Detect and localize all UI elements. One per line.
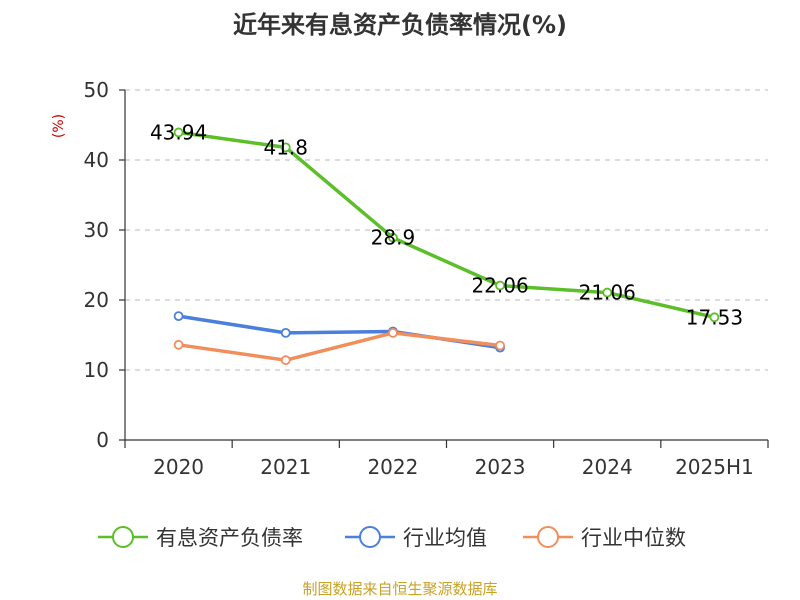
legend-item: 行业中位数 bbox=[523, 526, 686, 550]
data-point bbox=[495, 280, 505, 291]
y-axis-unit-label: (%) bbox=[51, 114, 67, 138]
data-label: 28.9 bbox=[371, 226, 416, 250]
data-label: 22.06 bbox=[471, 274, 528, 298]
x-tick-label: 2021 bbox=[260, 455, 311, 479]
x-tick-label: 2020 bbox=[153, 455, 204, 479]
legend: 有息资产负债率 行业均值 行业中位数 bbox=[98, 526, 686, 550]
data-point bbox=[495, 340, 505, 351]
x-tick-label: 2023 bbox=[475, 455, 526, 479]
legend-marker bbox=[537, 526, 559, 548]
legend-item: 有息资产负债率 bbox=[98, 526, 303, 550]
legend-marker bbox=[359, 526, 381, 548]
legend-label: 行业中位数 bbox=[581, 526, 686, 550]
source-note: 制图数据来自恒生聚源数据库 bbox=[302, 580, 497, 598]
data-label: 41.8 bbox=[263, 135, 308, 159]
data-point bbox=[173, 127, 184, 138]
data-labels: 43.94 41.8 28.9 22.06 21.06 17.53 bbox=[150, 120, 743, 329]
chart-title: 近年来有息资产负债率情况(%) bbox=[233, 11, 567, 39]
data-point bbox=[602, 287, 613, 298]
data-label: 21.06 bbox=[579, 281, 636, 305]
x-tick-label: 2024 bbox=[582, 455, 633, 479]
series-lines bbox=[176, 130, 717, 362]
series-line-1 bbox=[176, 314, 502, 350]
data-point bbox=[709, 312, 720, 323]
legend-label: 行业均值 bbox=[403, 526, 487, 550]
data-points bbox=[173, 127, 720, 366]
gridlines bbox=[125, 89, 768, 371]
y-tick-label: 10 bbox=[84, 358, 109, 382]
y-tick-label: 50 bbox=[84, 78, 109, 102]
x-tick-label: 2025H1 bbox=[675, 455, 754, 479]
data-point bbox=[280, 355, 291, 366]
data-point bbox=[173, 339, 184, 350]
x-tick-label: 2022 bbox=[367, 455, 418, 479]
data-point bbox=[388, 232, 398, 243]
series-line-0 bbox=[176, 130, 717, 320]
data-point bbox=[388, 327, 398, 338]
y-tick-label: 20 bbox=[84, 288, 109, 312]
series-line-2 bbox=[176, 331, 502, 362]
data-point bbox=[280, 327, 291, 338]
data-label: 17.53 bbox=[686, 305, 743, 329]
legend-item: 行业均值 bbox=[345, 526, 487, 550]
y-tick-label: 0 bbox=[96, 428, 109, 452]
axes: 0 10 20 30 40 50 2020 2021 2022 2023 2024 2025H1 bbox=[84, 78, 769, 479]
data-point bbox=[173, 311, 184, 322]
data-point bbox=[280, 142, 291, 153]
legend-marker bbox=[112, 526, 134, 548]
y-tick-label: 40 bbox=[84, 148, 109, 172]
y-tick-label: 30 bbox=[84, 218, 109, 242]
data-label: 43.94 bbox=[150, 120, 207, 144]
legend-label: 有息资产负债率 bbox=[156, 526, 303, 550]
